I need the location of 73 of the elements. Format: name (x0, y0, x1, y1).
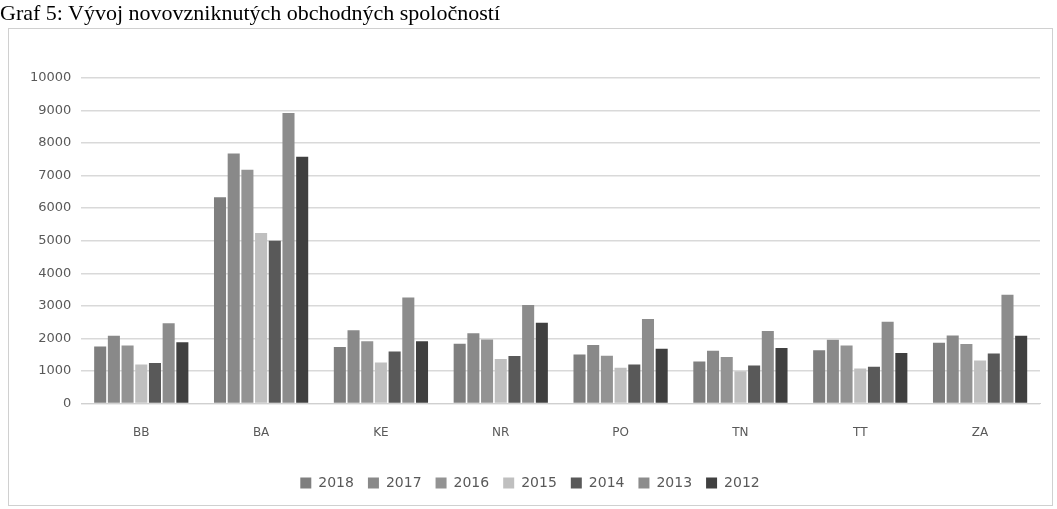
bar (282, 112, 295, 403)
bar (107, 335, 120, 403)
bar (867, 366, 880, 403)
bar (826, 339, 839, 403)
bar (734, 371, 747, 403)
bar (707, 350, 720, 403)
y-tick-label: 3000 (38, 297, 72, 313)
bar (296, 156, 309, 403)
y-tick-label: 6000 (38, 199, 72, 215)
bar (693, 361, 706, 403)
y-tick-label: 0 (63, 394, 72, 410)
bar (176, 342, 189, 403)
bar (402, 297, 415, 403)
bar (333, 346, 346, 403)
bar (987, 353, 1000, 403)
bar (374, 362, 387, 403)
x-tick-label: ZA (971, 424, 990, 439)
bar (720, 357, 733, 403)
bar (614, 367, 627, 403)
x-tick-label: NR (492, 424, 510, 439)
bar (535, 322, 548, 403)
y-tick-label: 4000 (38, 264, 72, 280)
y-tick-label: 2000 (38, 329, 72, 345)
bar (388, 351, 401, 403)
legend-label: 2015 (521, 473, 557, 490)
bar (94, 346, 107, 403)
bar (121, 345, 134, 403)
x-tick-label: BA (252, 424, 271, 439)
bar (481, 339, 494, 403)
bar (1015, 335, 1028, 403)
x-tick-label: KE (373, 424, 389, 439)
bar (895, 353, 908, 403)
bar (881, 321, 894, 403)
legend-label: 2014 (588, 473, 625, 490)
y-tick-label: 1000 (38, 362, 72, 378)
bar (522, 304, 535, 403)
y-tick-label: 7000 (38, 166, 72, 182)
bar (932, 342, 946, 403)
bar (813, 350, 826, 403)
x-tick-label: PO (612, 424, 629, 439)
bar (148, 362, 161, 403)
legend-label: 2016 (453, 473, 490, 490)
legend-label: 2018 (318, 473, 354, 490)
bar (213, 197, 227, 403)
y-tick-label: 10000 (30, 69, 72, 85)
bar (508, 356, 521, 403)
y-tick-label: 9000 (38, 101, 72, 117)
y-tick-label: 8000 (38, 134, 72, 150)
bar (748, 365, 761, 403)
bar (600, 355, 613, 403)
x-tick-label: BB (133, 424, 150, 439)
bar (974, 360, 987, 403)
bar (135, 364, 148, 403)
bar (775, 347, 788, 403)
bar (255, 232, 268, 403)
bar (854, 368, 867, 403)
y-tick-label: 5000 (38, 232, 72, 248)
bar (655, 348, 668, 403)
bar (641, 318, 655, 403)
bar (1001, 294, 1014, 403)
bar (761, 330, 774, 403)
bar (628, 364, 641, 403)
x-tick-label: TT (852, 424, 869, 439)
x-tick-label: TN (731, 424, 749, 439)
legend-label: 2012 (724, 473, 760, 490)
bar (494, 358, 507, 403)
bar (162, 323, 175, 403)
bar (840, 345, 853, 403)
legend-label: 2013 (656, 473, 693, 490)
bar (268, 240, 281, 403)
legend-label: 2017 (385, 473, 422, 490)
chart-title: Graf 5: Vývoj novovzniknutých obchodných spoločností (0, 0, 501, 26)
bar (415, 341, 429, 403)
